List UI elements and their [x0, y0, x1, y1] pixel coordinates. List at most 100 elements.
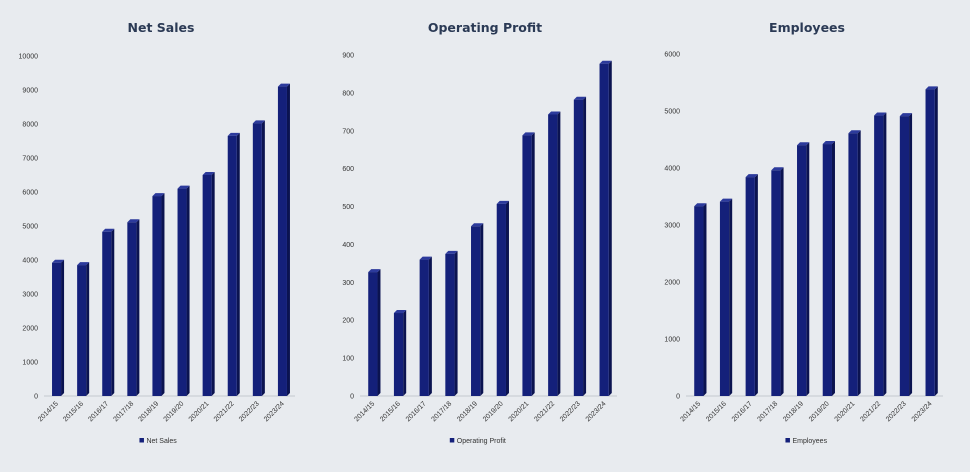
y-tick-label: 6000: [22, 190, 38, 197]
y-tick-label: 5000: [22, 224, 38, 231]
x-tick-label: 2020/21: [508, 400, 531, 423]
x-tick-label: 2022/23: [885, 400, 908, 423]
legend-label: Operating Profit: [457, 438, 506, 445]
bar: [393, 310, 407, 396]
x-tick-label: 2022/23: [559, 400, 582, 423]
x-tick-label: 2018/19: [782, 400, 805, 423]
bar: [797, 142, 810, 396]
y-tick-label: 800: [342, 90, 354, 97]
bar: [522, 132, 535, 396]
bar: [471, 223, 484, 396]
legend-swatch: [139, 438, 144, 443]
y-tick-label: 300: [342, 280, 354, 287]
bar: [152, 193, 165, 396]
bar: [848, 130, 861, 397]
x-tick-label: 2017/18: [431, 400, 454, 423]
chart-title: Operating Profit: [428, 20, 542, 35]
y-tick-label: 2000: [664, 280, 680, 287]
x-tick-label: 2020/21: [188, 400, 211, 423]
bar: [177, 185, 190, 396]
bar: [745, 174, 758, 396]
y-tick-label: 500: [342, 204, 354, 211]
x-tick-label: 2018/19: [456, 400, 479, 423]
bar: [899, 113, 913, 396]
y-tick-label: 4000: [664, 166, 680, 173]
y-tick-label: 6000: [664, 52, 680, 59]
x-tick-label: 2014/15: [679, 400, 702, 423]
x-tick-label: 2021/22: [533, 400, 556, 423]
x-tick-label: 2017/18: [757, 400, 780, 423]
bar: [822, 141, 835, 396]
x-tick-label: 2016/17: [87, 400, 110, 423]
x-tick-label: 2014/15: [353, 400, 376, 423]
bar: [874, 112, 887, 396]
legend-label: Net Sales: [146, 438, 177, 445]
bar: [102, 228, 115, 396]
x-tick-label: 2023/24: [585, 400, 608, 423]
bar: [719, 198, 733, 396]
bar: [202, 172, 215, 396]
y-tick-label: 600: [342, 166, 354, 173]
y-tick-label: 1000: [664, 337, 680, 344]
bar: [599, 60, 612, 396]
x-tick-label: 2021/22: [859, 400, 882, 423]
bar: [77, 262, 90, 396]
y-tick-label: 7000: [22, 156, 38, 163]
x-tick-label: 2019/20: [482, 400, 505, 423]
x-tick-label: 2023/24: [911, 400, 934, 423]
x-tick-label: 2016/17: [405, 400, 428, 423]
x-tick-label: 2020/21: [834, 400, 857, 423]
y-tick-label: 900: [342, 53, 354, 60]
y-tick-label: 0: [676, 394, 680, 401]
x-tick-label: 2014/15: [37, 400, 60, 423]
bar: [925, 86, 938, 396]
chart-net-sales: Net Sales 0 1000 2000 3000 4000 5000 6000 7000 80…: [19, 20, 295, 445]
y-tick-label: 0: [350, 394, 354, 401]
y-tick-label: 5000: [664, 109, 680, 116]
bar: [127, 219, 140, 396]
chart-title: Employees: [769, 20, 845, 35]
bar: [252, 120, 265, 396]
bar: [548, 111, 561, 396]
bar: [368, 269, 381, 396]
bar: [694, 203, 707, 396]
bar: [445, 250, 458, 396]
y-tick-label: 700: [342, 128, 354, 135]
chart-operating-profit: Operating Profit 0 100 200 300 400 500 600 700 80…: [342, 20, 617, 445]
y-tick-label: 4000: [22, 258, 38, 265]
x-tick-label: 2016/17: [731, 400, 754, 423]
y-tick-label: 200: [342, 318, 354, 325]
y-tick-label: 9000: [22, 88, 38, 95]
y-tick-label: 0: [34, 394, 38, 401]
y-tick-label: 8000: [22, 122, 38, 129]
bar: [771, 167, 784, 396]
bar: [419, 256, 432, 396]
x-tick-label: 2021/22: [213, 400, 236, 423]
x-tick-label: 2018/19: [138, 400, 161, 423]
chart-title: Net Sales: [128, 20, 195, 35]
y-tick-label: 2000: [22, 326, 38, 333]
bar: [227, 132, 240, 396]
legend-swatch: [449, 438, 455, 443]
bar: [277, 83, 290, 396]
legend-item: Operating Profit: [449, 438, 506, 445]
x-tick-label: 2015/16: [379, 400, 402, 423]
x-tick-label: 2022/23: [238, 400, 261, 423]
x-tick-label: 2017/18: [112, 400, 135, 423]
legend-item: Employees: [785, 438, 828, 445]
x-tick-label: 2019/20: [163, 400, 186, 423]
legend-swatch: [785, 438, 790, 443]
legend-label: Employees: [792, 438, 827, 445]
y-tick-label: 100: [342, 356, 354, 363]
chart-employees: Employees 0 1000 2000 3000 4000 5000 6000 2014/1…: [664, 20, 943, 445]
bar: [496, 200, 509, 396]
y-tick-label: 400: [342, 242, 354, 249]
bar: [52, 259, 65, 396]
y-tick-label: 1000: [22, 360, 38, 367]
x-tick-label: 2023/24: [263, 400, 286, 423]
y-tick-label: 3000: [664, 223, 680, 230]
y-tick-label: 10000: [19, 54, 39, 61]
bar: [573, 96, 587, 396]
